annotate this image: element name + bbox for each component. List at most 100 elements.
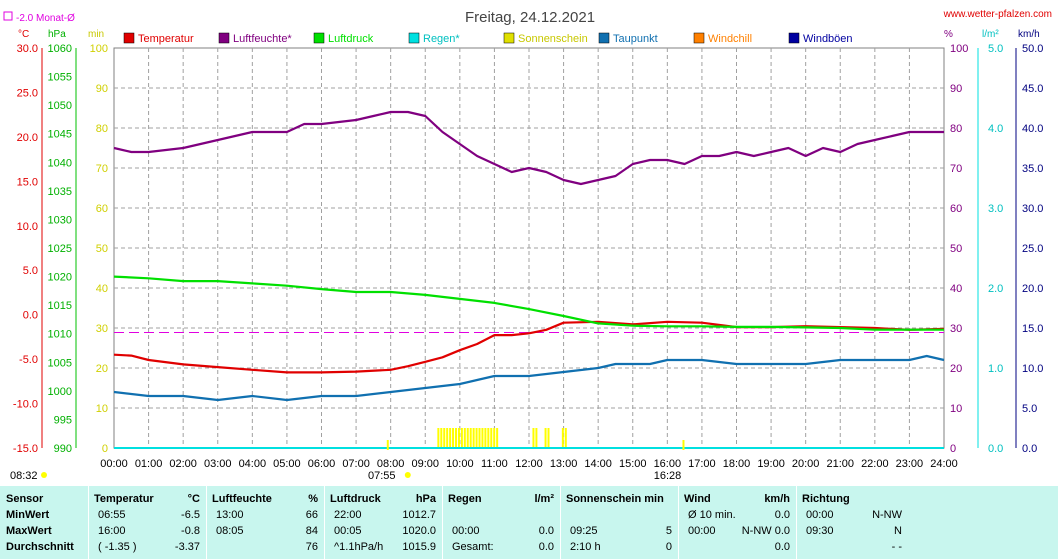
y-tick-percent: 100 xyxy=(950,43,968,55)
y-tick-sun: 100 xyxy=(90,43,108,55)
stats-header: Regen xyxy=(448,493,482,505)
stats-column xyxy=(442,486,560,559)
x-tick-label: 06:00 xyxy=(308,458,336,470)
legend-swatch xyxy=(408,32,420,44)
y-tick-rain: 5.0 xyxy=(988,43,1003,55)
unit-pressure: hPa xyxy=(48,29,66,40)
y-tick-pressure: 1010 xyxy=(48,329,72,341)
x-tick-label: 03:00 xyxy=(204,458,232,470)
y-tick-sun: 90 xyxy=(96,83,108,95)
stats-cell-time: 13:00 xyxy=(216,509,244,521)
legend-swatch xyxy=(788,32,800,44)
x-tick-label: 00:00 xyxy=(100,458,128,470)
y-tick-wind: 45.0 xyxy=(1022,83,1043,95)
x-tick-label: 23:00 xyxy=(896,458,924,470)
y-tick-sun: 70 xyxy=(96,163,108,175)
unit-rain: l/m² xyxy=(982,29,999,40)
y-tick-percent: 70 xyxy=(950,163,962,175)
y-tick-wind: 20.0 xyxy=(1022,283,1043,295)
x-tick-label: 01:00 xyxy=(135,458,163,470)
stats-header: Luftfeuchte xyxy=(212,493,272,505)
stats-cell-time: 08:05 xyxy=(216,525,244,537)
legend-label: Temperatur xyxy=(138,33,194,45)
y-tick-percent: 80 xyxy=(950,123,962,135)
y-tick-pressure: 1060 xyxy=(48,43,72,55)
sunshine-bar xyxy=(544,428,547,448)
y-tick-temp: 20.0 xyxy=(17,132,38,144)
stats-cell-value: -0.8 xyxy=(181,525,200,537)
stats-cell-value: 1020.0 xyxy=(402,525,436,537)
sunshine-bar xyxy=(457,428,460,448)
stats-column xyxy=(88,486,206,559)
y-tick-percent: 60 xyxy=(950,203,962,215)
stats-column xyxy=(324,486,442,559)
stats-header: Sensor xyxy=(6,493,44,505)
stats-header-unit: % xyxy=(308,493,318,505)
y-tick-percent: 30 xyxy=(950,323,962,335)
sunshine-bar xyxy=(475,428,478,448)
unit-temp: °C xyxy=(18,29,29,40)
stats-cell-time: 00:05 xyxy=(334,525,362,537)
stats-cell-value: N xyxy=(894,525,902,537)
y-tick-sun: 10 xyxy=(96,403,108,415)
sunshine-bar xyxy=(535,428,538,448)
y-tick-percent: 0 xyxy=(950,443,956,455)
legend-swatch xyxy=(313,32,325,44)
legend-swatch xyxy=(503,32,515,44)
stats-cell-value: - - xyxy=(891,541,902,553)
sunshine-bar xyxy=(454,428,457,448)
stats-header-unit: km/h xyxy=(764,493,790,505)
stats-cell-value: N-NW 0.0 xyxy=(741,525,790,537)
sunset-label: 16:28 xyxy=(654,470,682,482)
y-tick-pressure: 1035 xyxy=(48,186,72,198)
time-markers: 07:55 16:28 08:32 xyxy=(10,440,685,482)
site-link[interactable]: www.wetter-pfalzen.com xyxy=(943,9,1052,20)
y-tick-percent: 50 xyxy=(950,243,962,255)
stats-cell-time: 06:55 xyxy=(98,509,126,521)
x-tick-label: 17:00 xyxy=(688,458,716,470)
x-tick-label: 24:00 xyxy=(930,458,958,470)
y-tick-temp: 15.0 xyxy=(17,176,38,188)
y-tick-pressure: 1015 xyxy=(48,300,72,312)
stats-cell-time: 22:00 xyxy=(334,509,362,521)
y-tick-sun: 30 xyxy=(96,323,108,335)
sunshine-bar xyxy=(469,428,472,448)
legend-swatch xyxy=(598,32,610,44)
stats-header: Wind xyxy=(684,493,711,505)
sunrise-sun-icon xyxy=(404,472,411,478)
legend-swatch xyxy=(693,32,705,44)
y-tick-percent: 10 xyxy=(950,403,962,415)
stats-cell-time: 2:10 h xyxy=(570,541,601,553)
x-tick-label: 21:00 xyxy=(826,458,854,470)
stats-cell-time: 16:00 xyxy=(98,525,126,537)
unit-percent: % xyxy=(944,29,953,40)
x-tick-label: 02:00 xyxy=(169,458,197,470)
legend: Temperatur Luftfeuchte* Luftdruck Regen* Son… xyxy=(123,32,853,45)
sunshine-bar xyxy=(493,428,496,448)
y-tick-rain: 3.0 xyxy=(988,203,1003,215)
stats-cell-time: 00:00 xyxy=(688,525,716,537)
y-tick-pressure: 1030 xyxy=(48,214,72,226)
series-line-luftfeuchte xyxy=(113,110,944,186)
y-tick-wind: 25.0 xyxy=(1022,243,1043,255)
x-tick-label: 20:00 xyxy=(792,458,820,470)
y-tick-wind: 0.0 xyxy=(1022,443,1037,455)
sunrise-label: 07:55 xyxy=(368,470,396,482)
x-tick-label: 16:00 xyxy=(654,458,682,470)
y-tick-temp: 5.0 xyxy=(23,265,38,277)
x-tick-label: 12:00 xyxy=(515,458,543,470)
grid xyxy=(114,48,944,448)
axes: 00:00 01:00 02:00 03:00 04:00 05:00 06:00 07:00… xyxy=(13,43,1044,470)
sunshine-bar xyxy=(487,428,490,448)
stats-cell-value: 84 xyxy=(305,525,318,537)
y-tick-percent: 40 xyxy=(950,283,962,295)
y-tick-wind: 5.0 xyxy=(1022,403,1037,415)
legend-label: Taupunkt xyxy=(613,33,658,45)
y-tick-rain: 0.0 xyxy=(988,443,1003,455)
series-line-taupunkt xyxy=(113,354,945,402)
y-tick-rain: 1.0 xyxy=(988,363,1003,375)
x-tick-label: 08:00 xyxy=(377,458,405,470)
y-tick-pressure: 1055 xyxy=(48,72,72,84)
y-tick-sun: 80 xyxy=(96,123,108,135)
